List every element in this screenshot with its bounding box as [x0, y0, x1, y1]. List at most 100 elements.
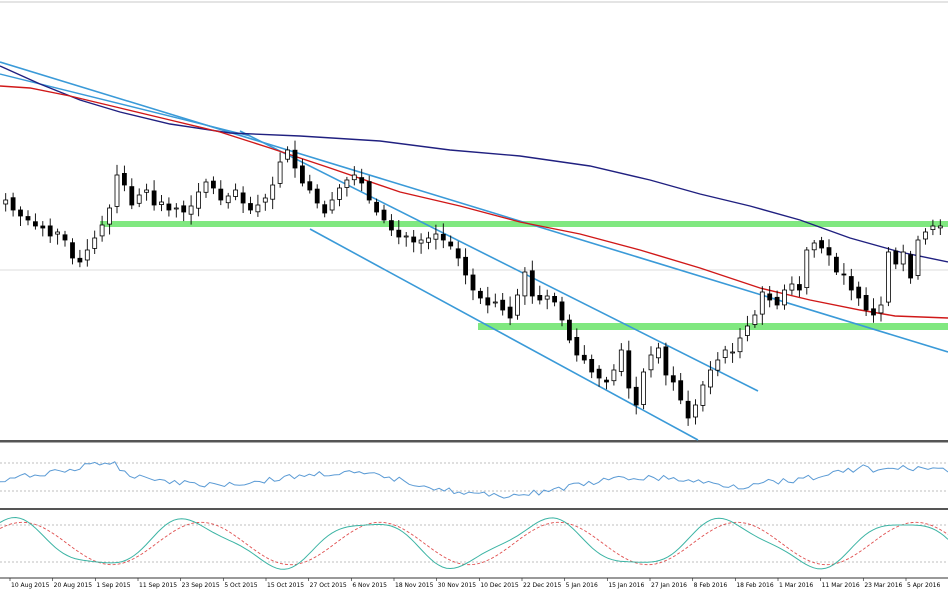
candle-body	[678, 380, 684, 401]
candle-body	[492, 301, 498, 304]
candle	[544, 289, 550, 310]
candle	[277, 152, 283, 188]
candle	[789, 276, 795, 295]
candle	[122, 165, 127, 192]
candle-body	[329, 199, 335, 211]
candle	[248, 196, 253, 214]
candle-body	[641, 371, 646, 405]
candle	[500, 293, 506, 316]
candle	[804, 247, 810, 295]
candle	[463, 248, 469, 285]
candle	[886, 247, 891, 307]
candle-body	[359, 177, 365, 184]
candle-body	[307, 181, 313, 191]
rsi-panel	[0, 461, 948, 510]
candle-body	[648, 354, 654, 371]
candle-body	[893, 250, 899, 265]
rsi-panel-separator	[0, 508, 948, 510]
candle-body	[3, 199, 9, 205]
candle	[797, 276, 802, 297]
candle-body	[366, 181, 372, 201]
candle	[848, 268, 854, 301]
candle	[633, 376, 639, 415]
candle	[136, 188, 142, 208]
candle-body	[255, 204, 261, 213]
candle	[426, 231, 431, 250]
candle-body	[470, 274, 476, 291]
candle	[307, 174, 313, 194]
candle	[84, 239, 90, 267]
candle-body	[314, 188, 320, 204]
candle	[218, 180, 224, 206]
candle	[433, 224, 439, 250]
candle-body	[114, 174, 120, 207]
candle	[507, 296, 513, 326]
candle-body	[589, 358, 595, 373]
candle-body	[344, 179, 350, 188]
candle	[567, 314, 572, 344]
candle-body	[581, 354, 587, 361]
candle-body	[270, 184, 276, 200]
candle-body	[789, 283, 795, 291]
candle	[618, 343, 624, 377]
candle-body	[277, 161, 283, 184]
candle	[767, 286, 773, 308]
candle-body	[604, 379, 609, 383]
candle-body	[440, 233, 446, 241]
candle-body	[477, 290, 483, 299]
candle-body	[374, 201, 380, 213]
candle-body	[418, 239, 424, 244]
candle	[344, 176, 350, 197]
candle-body	[337, 187, 342, 200]
candle	[678, 373, 684, 405]
candle-body	[433, 233, 439, 240]
x-tick-label: 5 Oct 2015	[224, 582, 257, 589]
x-tick-label: 22 Dec 2015	[523, 582, 562, 589]
candle	[151, 180, 157, 211]
candle-body	[47, 225, 53, 237]
candle	[596, 365, 602, 387]
stochastic-panel	[0, 516, 948, 579]
candle-body	[767, 293, 773, 301]
candle	[581, 345, 587, 364]
candle	[144, 183, 150, 201]
candle-body	[730, 351, 735, 354]
candle-body	[426, 237, 431, 243]
candle-body	[84, 249, 90, 261]
candle	[893, 247, 899, 270]
candle	[915, 235, 921, 280]
candle-body	[937, 225, 943, 229]
candle	[752, 310, 758, 328]
x-tick-label: 8 Feb 2016	[694, 582, 728, 589]
candle-body	[107, 207, 112, 225]
candle	[240, 186, 246, 213]
candle-body	[70, 242, 75, 259]
candle	[129, 178, 135, 210]
candle	[871, 298, 876, 323]
candle	[322, 200, 328, 218]
x-tick-label: 1 Sep 2015	[96, 582, 130, 589]
candle-body	[559, 301, 565, 321]
candle	[492, 293, 498, 308]
x-tick-label: 10 Dec 2015	[480, 582, 519, 589]
x-tick-label: 15 Jan 2016	[608, 582, 644, 589]
x-tick-label: 5 Apr 2016	[907, 582, 940, 589]
candle	[25, 210, 31, 226]
candle-body	[759, 291, 765, 315]
candle-body	[448, 241, 454, 247]
candle-body	[871, 308, 876, 316]
candle	[173, 203, 179, 218]
candle-body	[567, 319, 572, 341]
candle-body	[552, 295, 557, 303]
candle	[270, 176, 276, 210]
candle-body	[388, 220, 394, 231]
x-tick-label: 23 Sep 2015	[182, 582, 220, 589]
candle-body	[411, 236, 417, 243]
candle-body	[203, 181, 209, 193]
candle	[589, 354, 595, 379]
candle-body	[908, 254, 913, 279]
candle	[663, 342, 669, 386]
candle-body	[99, 224, 105, 237]
candle	[448, 235, 454, 250]
candle	[722, 345, 728, 364]
